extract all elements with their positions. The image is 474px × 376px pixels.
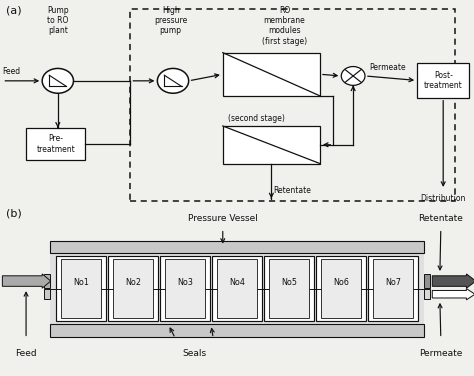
Text: Pump
to RO
plant: Pump to RO plant	[47, 6, 69, 35]
Circle shape	[157, 68, 189, 93]
FancyArrow shape	[432, 289, 474, 300]
Bar	[317, 256, 365, 321]
Bar	[223, 53, 320, 96]
Text: Retentate: Retentate	[274, 186, 311, 195]
Bar	[164, 259, 205, 318]
Bar	[44, 274, 50, 288]
Text: No3: No3	[177, 277, 193, 287]
Text: No2: No2	[125, 277, 141, 287]
Circle shape	[42, 68, 73, 93]
Text: Permeate: Permeate	[369, 63, 405, 72]
Bar	[50, 324, 424, 337]
Text: (second stage): (second stage)	[228, 114, 285, 123]
FancyArrow shape	[432, 274, 474, 288]
Text: No5: No5	[281, 277, 297, 287]
Text: Pressure Vessel: Pressure Vessel	[188, 214, 258, 223]
Text: Feed: Feed	[2, 67, 20, 76]
Bar	[373, 259, 413, 318]
Bar	[56, 256, 106, 321]
Bar	[44, 289, 50, 299]
Text: (a): (a)	[6, 6, 21, 16]
Text: Post-
treatment: Post- treatment	[424, 71, 463, 90]
Bar	[212, 256, 262, 321]
Text: Distribution: Distribution	[420, 194, 466, 203]
Text: No6: No6	[333, 277, 349, 287]
Text: Feed: Feed	[15, 349, 37, 358]
Text: No7: No7	[385, 277, 401, 287]
Bar	[130, 9, 455, 201]
Text: High
pressure
pump: High pressure pump	[154, 6, 187, 35]
Bar	[50, 253, 424, 324]
Bar	[50, 241, 424, 253]
Bar	[223, 126, 320, 164]
Bar	[113, 259, 153, 318]
Bar	[217, 259, 257, 318]
Bar	[26, 128, 85, 160]
Bar	[269, 259, 310, 318]
Bar	[424, 274, 430, 288]
Bar	[61, 259, 101, 318]
Text: Retentate: Retentate	[419, 214, 463, 223]
Text: No1: No1	[73, 277, 89, 287]
Bar	[417, 63, 469, 98]
Bar	[109, 256, 157, 321]
Bar	[321, 259, 361, 318]
Bar	[368, 256, 418, 321]
Text: Seals: Seals	[182, 349, 206, 358]
Text: RO
membrane
modules
(first stage): RO membrane modules (first stage)	[262, 6, 307, 46]
Bar	[160, 256, 210, 321]
Circle shape	[341, 67, 365, 85]
Text: Pre-
treatment: Pre- treatment	[36, 134, 75, 153]
Text: (b): (b)	[6, 209, 21, 219]
Bar	[264, 256, 314, 321]
FancyArrow shape	[2, 274, 51, 288]
Text: No4: No4	[229, 277, 245, 287]
Text: Permeate: Permeate	[419, 349, 463, 358]
Bar	[424, 289, 430, 299]
